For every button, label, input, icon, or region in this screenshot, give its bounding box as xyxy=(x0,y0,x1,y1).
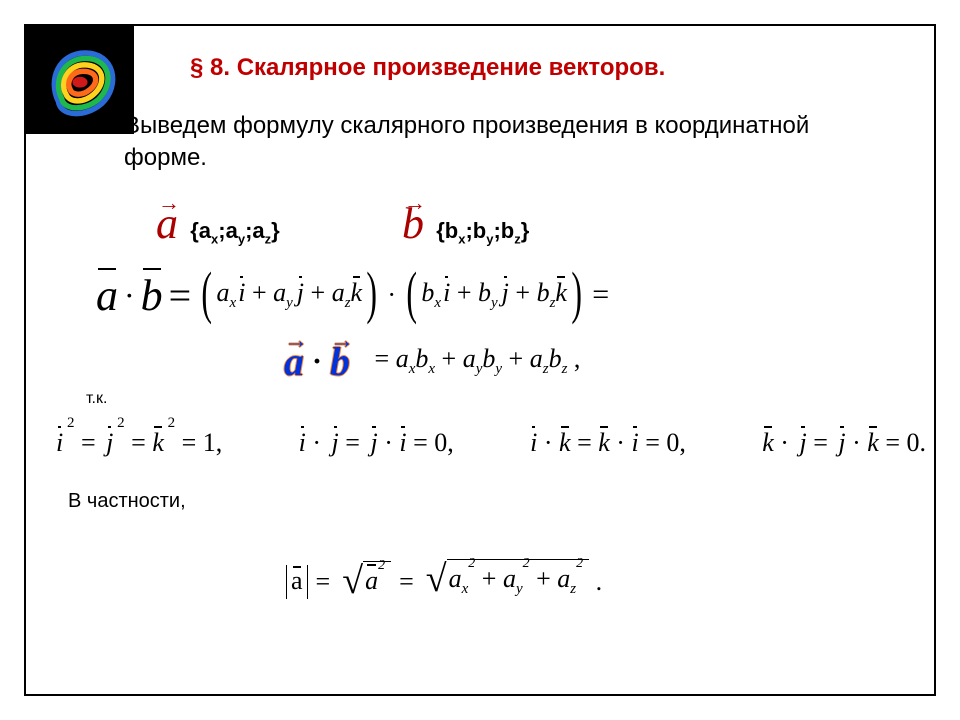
basis-identities: i 2 = j 2 = k 2 = 1, i · j = j · i = 0, … xyxy=(56,428,926,458)
vector-a-components: {ax;ay;az} xyxy=(184,218,280,243)
vector-b-symbol: →b xyxy=(402,198,424,249)
in-particular-label: В частности, xyxy=(68,490,186,513)
vector-a-symbol: →a xyxy=(156,198,178,249)
dot-product-result: →a · →b = axbx + ayby + azbz , xyxy=(284,338,580,385)
since-label: т.к. xyxy=(86,390,107,408)
bold-a-icon: →a xyxy=(284,338,304,385)
section-heading: § 8. Скалярное произведение векторов. xyxy=(190,54,665,82)
logo xyxy=(26,26,134,134)
magnitude-formula: a = √ a2 = √ ax2 + ay2 + az2 . xyxy=(286,562,602,601)
vector-b-components: {bx;by;bz} xyxy=(430,218,529,243)
vector-definitions: →a {ax;ay;az} →b {bx;by;bz} xyxy=(156,198,529,249)
bold-b-icon: →b xyxy=(330,338,350,385)
slide-frame: § 8. Скалярное произведение векторов. Вы… xyxy=(24,24,936,696)
dot-product-expansion: a · b = ( axi + ayj + azk ) · ( bxi + by… xyxy=(96,262,615,328)
intro-text: Выведем формулу скалярного произведения … xyxy=(124,110,864,175)
